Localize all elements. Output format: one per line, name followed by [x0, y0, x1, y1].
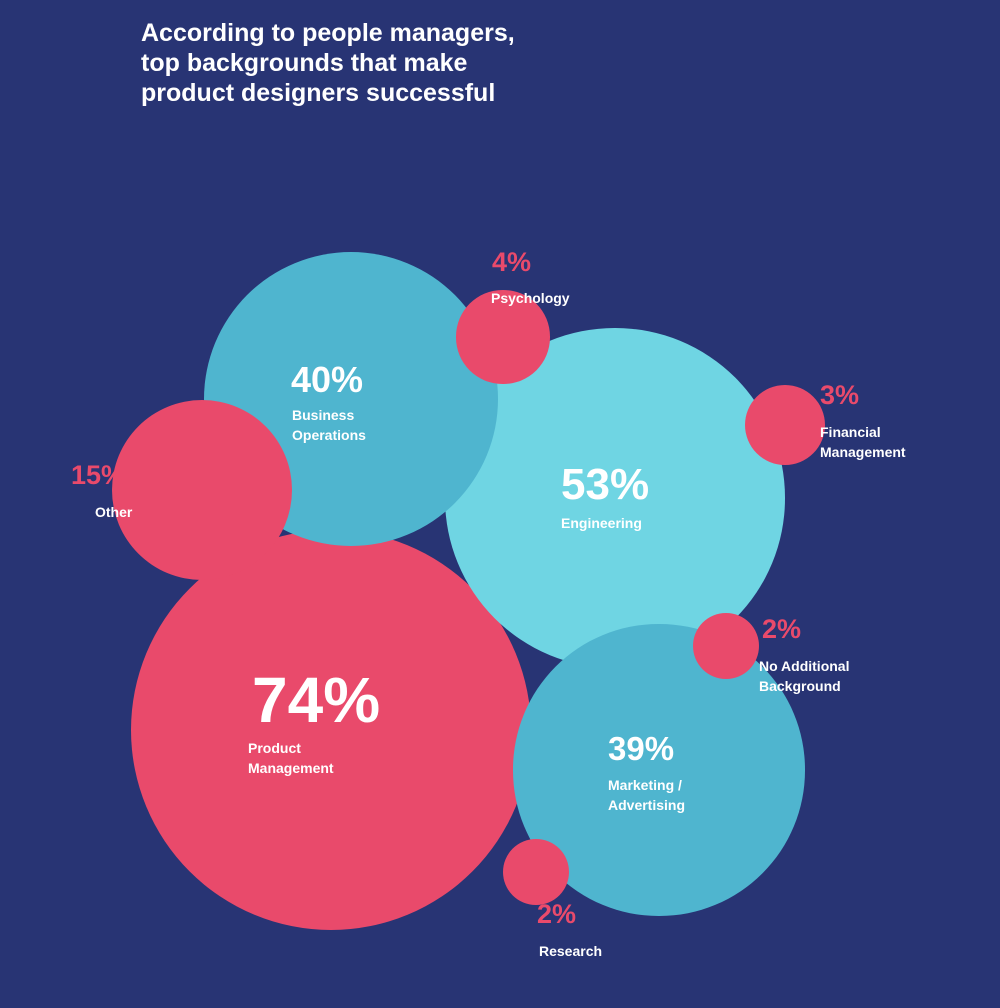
- bubble-financial-management: [744, 384, 826, 466]
- category-label-line: Product: [248, 740, 301, 756]
- category-label-line: Management: [248, 760, 334, 776]
- chart-title: According to people managers, top backgr…: [141, 18, 741, 108]
- value-label-engineering: 53%: [561, 460, 650, 509]
- category-label-line: Advertising: [608, 797, 686, 813]
- category-label-line: Management: [820, 444, 906, 460]
- category-label-business-operations: Business Operations: [292, 405, 366, 445]
- bubble-engineering: [445, 328, 785, 668]
- category-label-research: Research: [539, 941, 602, 961]
- category-label-line: Marketing /: [608, 777, 682, 793]
- category-label-line: Engineering: [561, 515, 642, 531]
- value-label-product-management: 74%: [252, 664, 381, 736]
- category-label-engineering: Engineering: [561, 513, 642, 533]
- chart-title-line: product designers successful: [141, 79, 496, 107]
- chart-title-line: top backgrounds that make: [141, 49, 468, 77]
- category-label-product-management: Product Management: [248, 738, 334, 778]
- category-label-line: Research: [539, 943, 603, 959]
- value-label-financial-management: 3%: [820, 380, 860, 410]
- bubble-product-management: [130, 529, 532, 931]
- category-label-psychology: Psychology: [491, 288, 570, 308]
- bubble-other: [111, 399, 293, 581]
- value-label-business-operations: 40%: [291, 359, 364, 400]
- category-label-financial-management: Financial Management: [820, 422, 906, 462]
- category-label-line: Operations: [292, 427, 366, 443]
- value-label-marketing-advertising: 39%: [608, 730, 675, 767]
- category-label-line: Financial: [820, 424, 881, 440]
- chart-title-line: According to people managers,: [141, 19, 515, 47]
- category-label-no-additional-background: No Additional Background: [759, 656, 849, 696]
- category-label-marketing-advertising: Marketing / Advertising: [608, 775, 685, 815]
- bubble-psychology: [456, 290, 550, 384]
- value-label-psychology: 4%: [492, 247, 532, 277]
- category-label-line: No Additional: [759, 658, 850, 674]
- value-label-research: 2%: [537, 899, 577, 929]
- category-label-line: Other: [95, 504, 133, 520]
- value-label-no-additional-background: 2%: [762, 614, 802, 644]
- category-label-line: Psychology: [491, 290, 570, 306]
- bubble-research: [503, 839, 569, 905]
- category-label-other: Other: [95, 502, 132, 522]
- category-label-line: Background: [759, 678, 841, 694]
- bubble-no-additional-background: [693, 613, 759, 679]
- value-label-other: 15%: [71, 460, 126, 490]
- category-label-line: Business: [292, 407, 355, 423]
